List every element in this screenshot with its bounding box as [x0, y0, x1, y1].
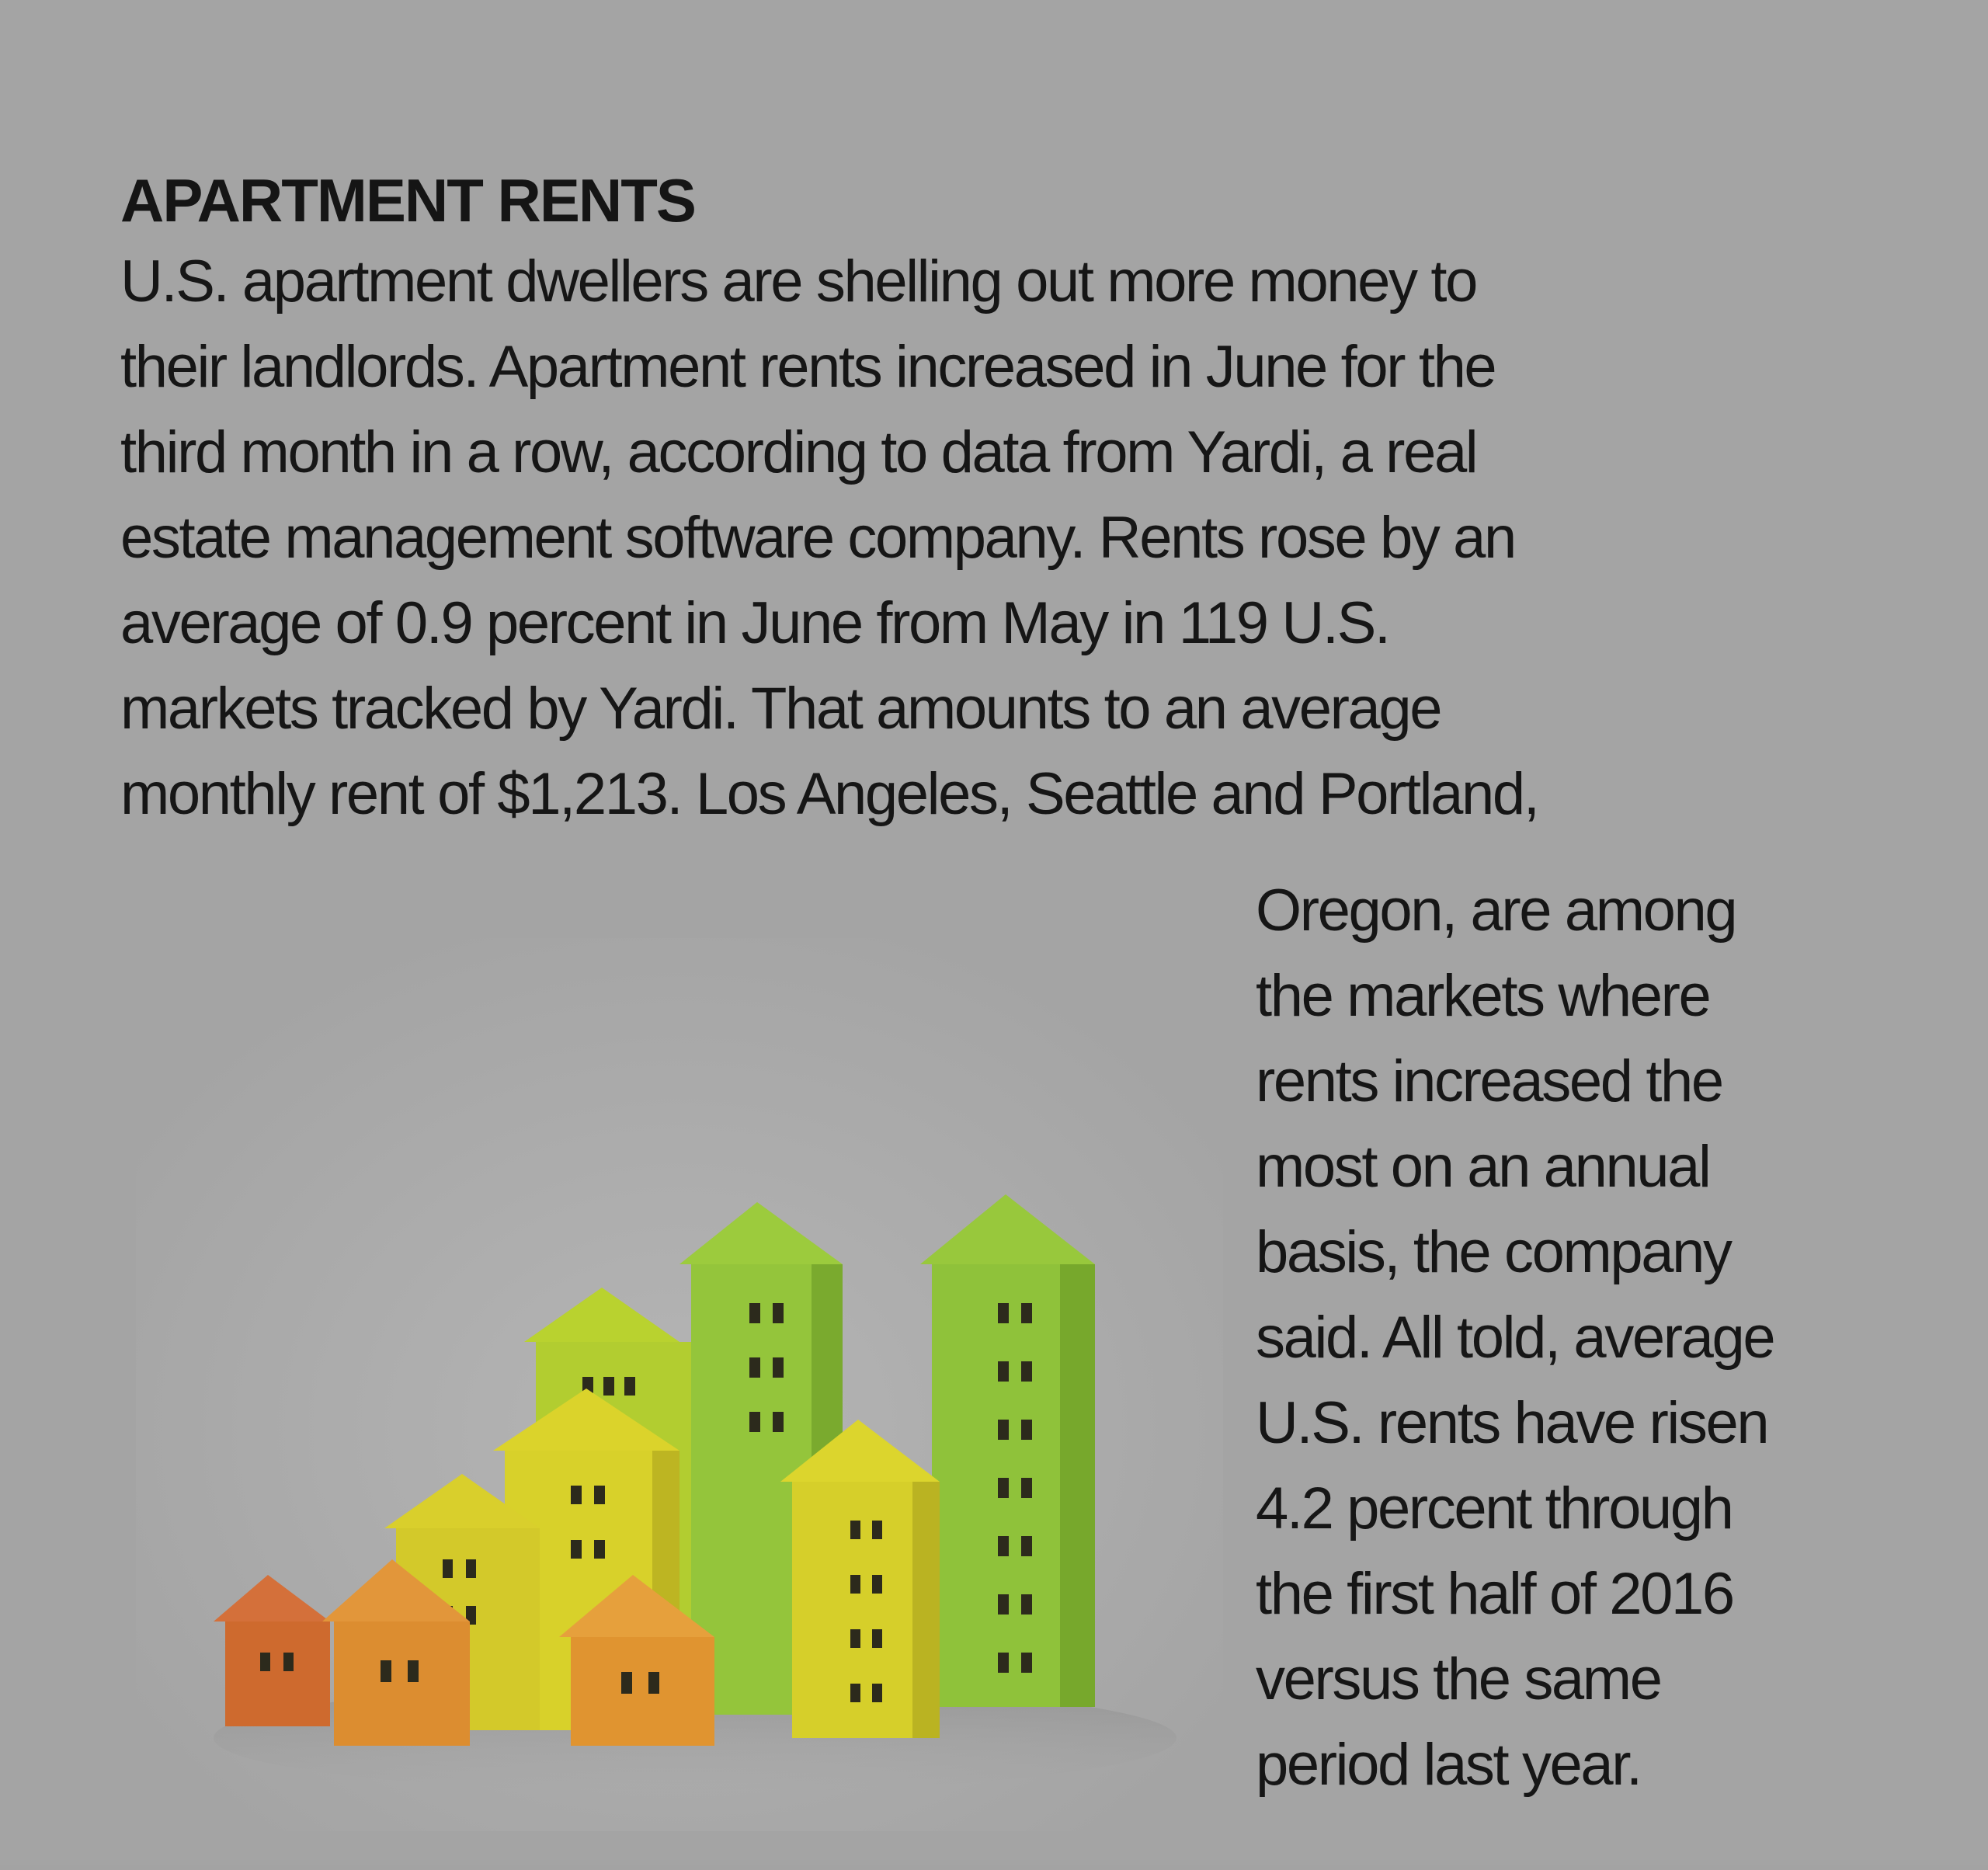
apartment-buildings-illustration — [136, 938, 1223, 1831]
lead-line: average of 0.9 percent in June from May … — [120, 590, 1391, 656]
column-line: basis, the company — [1256, 1219, 1733, 1285]
buildings-svg — [136, 938, 1223, 1831]
lead-line: their landlords. Apartment rents increas… — [120, 334, 1497, 400]
lead-line: monthly rent of $1,213. Los Angeles, Sea… — [120, 761, 1540, 827]
column-line: U.S. rents have risen — [1256, 1390, 1770, 1456]
column-line: said. All told, average — [1256, 1305, 1776, 1371]
lead-line: U.S. apartment dwellers are shelling out… — [120, 249, 1478, 315]
lead-line: estate management software company. Rent… — [120, 505, 1517, 571]
headline: APARTMENT RENTS — [120, 166, 697, 235]
column-line: period last year. — [1256, 1732, 1642, 1798]
column-line: the markets where — [1256, 963, 1712, 1029]
lead-line: third month in a row, according to data … — [120, 419, 1479, 485]
red-orange-house — [214, 1575, 330, 1726]
column-line: most on an annual — [1256, 1134, 1712, 1200]
tall-green-tower — [920, 1194, 1095, 1707]
column-line: Oregon, are among — [1256, 878, 1738, 944]
article: APARTMENT RENTS U.S. apartment dwellers … — [120, 163, 1914, 1831]
orange-house-center — [559, 1575, 714, 1746]
column-line: versus the same — [1256, 1646, 1663, 1712]
lead-paragraph: U.S. apartment dwellers are shelling out… — [120, 239, 1914, 837]
column-line: rents increased the — [1256, 1048, 1724, 1114]
column-line: the first half of 2016 — [1256, 1561, 1735, 1627]
yellow-tower-right — [780, 1420, 940, 1738]
lead-line: markets tracked by Yardi. That amounts t… — [120, 676, 1443, 742]
lower-section: Oregon, are among the markets where rent… — [120, 868, 1914, 1870]
column-line: 4.2 percent through — [1256, 1475, 1734, 1542]
orange-house — [322, 1559, 470, 1746]
